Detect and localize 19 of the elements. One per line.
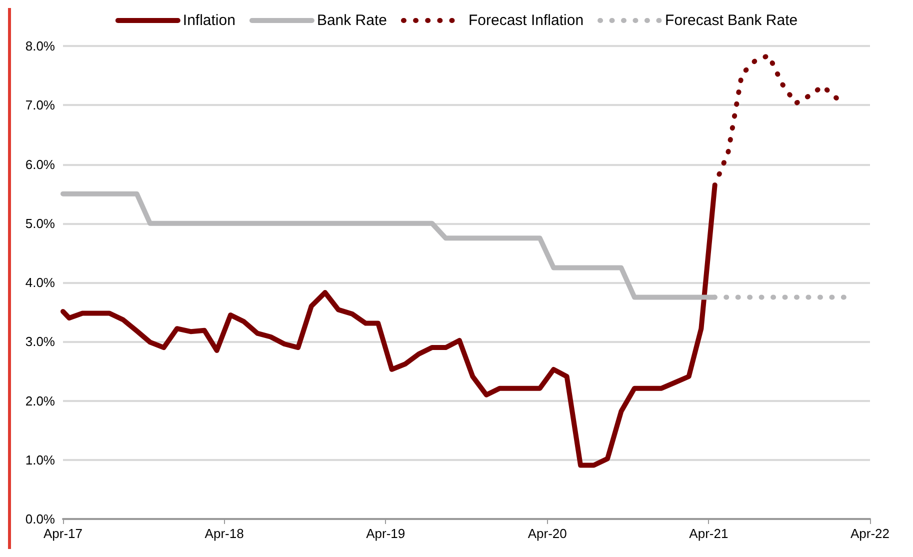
y-tick-label: 0.0% xyxy=(25,512,56,526)
x-tick-label: Apr-21 xyxy=(689,526,728,541)
legend-label: Forecast Bank Rate xyxy=(665,12,798,29)
y-tick-label: 1.0% xyxy=(25,452,56,468)
legend-label: Bank Rate xyxy=(316,12,387,29)
x-tick-label: Apr-17 xyxy=(43,526,83,541)
y-tick-label: 8.0% xyxy=(25,38,56,54)
y-tick-label: 6.0% xyxy=(25,156,56,172)
y-tick-label: 7.0% xyxy=(25,98,56,113)
y-tick-label: 3.0% xyxy=(25,334,56,350)
x-tick-label: Apr-18 xyxy=(204,526,244,541)
y-tick-label: 2.0% xyxy=(25,393,56,408)
x-tick-label: Apr-20 xyxy=(528,526,567,541)
x-tick-label: Apr-22 xyxy=(850,526,890,541)
legend-label: Forecast Inflation xyxy=(468,12,584,29)
x-tick-label: Apr-19 xyxy=(366,526,406,541)
y-tick-label: 4.0% xyxy=(25,275,56,290)
y-tick-label: 5.0% xyxy=(25,216,56,231)
legend-label: Inflation xyxy=(182,12,236,29)
